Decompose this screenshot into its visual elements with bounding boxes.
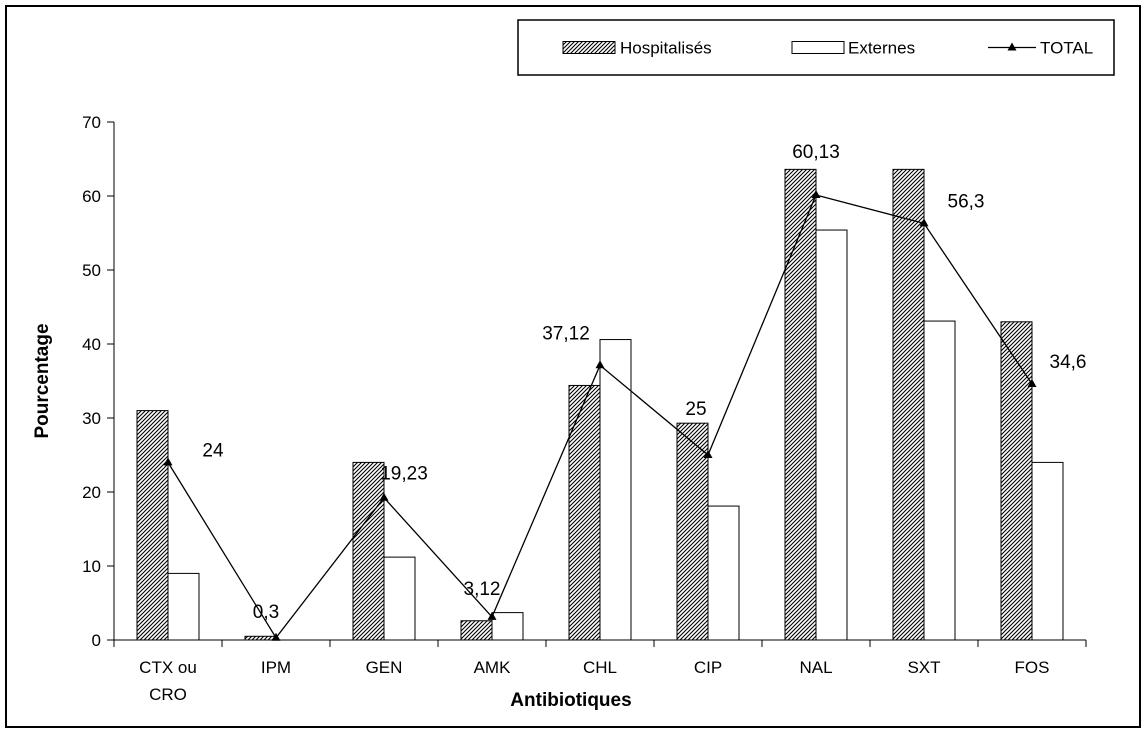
total-data-label: 19,23 (380, 464, 428, 485)
bar-hospitalises (1000, 321, 1033, 641)
total-marker (379, 492, 389, 501)
total-data-label: 0,3 (253, 602, 279, 623)
y-tick-label: 30 (82, 409, 101, 428)
bar-hospitalises (460, 620, 493, 641)
total-data-label: 60,13 (792, 142, 840, 163)
bar-externes (923, 320, 956, 641)
total-marker (271, 632, 281, 641)
bar-externes (491, 612, 524, 641)
bar-hospitalises (784, 168, 817, 641)
legend-swatch-hospitalises (562, 41, 616, 54)
legend-label-total: TOTAL (1040, 39, 1093, 58)
y-tick-label: 70 (82, 113, 101, 132)
x-tick-label: GEN (366, 658, 403, 677)
total-marker (163, 457, 173, 466)
legend-label-externes: Externes (848, 39, 915, 58)
total-data-label: 34,6 (1050, 352, 1087, 373)
y-tick-label: 50 (82, 261, 101, 280)
y-tick-label: 10 (82, 557, 101, 576)
bar-hospitalises (136, 410, 169, 641)
x-tick-label: FOS (1015, 658, 1050, 677)
bar-hospitalises (568, 384, 601, 641)
bar-externes (815, 229, 848, 641)
x-tick-label: SXT (907, 658, 940, 677)
bar-externes (707, 505, 740, 641)
legend-swatch-total-marker (1007, 42, 1017, 51)
x-tick-label: CRO (149, 685, 187, 704)
bar-hospitalises (352, 461, 385, 641)
total-data-label: 24 (202, 440, 224, 461)
x-tick-label: CHL (583, 658, 617, 677)
x-tick-label: NAL (799, 658, 832, 677)
y-tick-label: 40 (82, 335, 101, 354)
total-data-label: 37,12 (542, 323, 590, 344)
bar-hospitalises (892, 168, 925, 641)
total-data-label: 3,12 (464, 579, 501, 600)
x-tick-label: CIP (694, 658, 722, 677)
bar-externes (383, 556, 416, 641)
y-tick-label: 60 (82, 187, 101, 206)
y-tick-label: 20 (82, 483, 101, 502)
x-tick-label: IPM (261, 658, 291, 677)
bar-hospitalises (244, 635, 277, 641)
legend-label-hospitalises: Hospitalisés (620, 39, 712, 58)
total-marker (703, 450, 713, 458)
y-tick-label: 0 (92, 631, 101, 650)
bar-externes (1031, 461, 1064, 641)
x-axis-label: Antibiotiques (510, 690, 631, 711)
total-data-label: 25 (685, 399, 706, 420)
total-data-label: 56,3 (948, 191, 985, 212)
bar-externes (599, 339, 632, 641)
legend-swatch-externes (791, 41, 845, 54)
total-marker (811, 190, 821, 199)
x-tick-label: CTX ou (139, 658, 197, 677)
total-marker (595, 360, 605, 369)
x-tick-label: AMK (474, 658, 512, 677)
total-marker (919, 218, 929, 227)
total-marker (1027, 378, 1037, 387)
y-axis-label: Pourcentage (32, 323, 53, 438)
bar-hospitalises (676, 422, 709, 641)
bar-externes (167, 572, 200, 641)
total-marker (487, 611, 497, 620)
